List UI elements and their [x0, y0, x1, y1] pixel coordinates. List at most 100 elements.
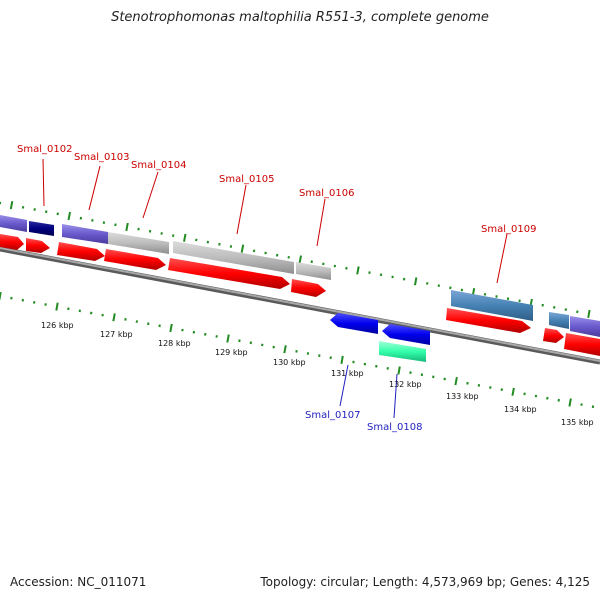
minor-tick — [553, 305, 556, 309]
scale-label: 130 kbp — [273, 358, 306, 367]
minor-tick — [56, 212, 59, 216]
reverse-cds-track — [330, 313, 430, 362]
forward-feature-track — [0, 215, 600, 337]
feature-block — [296, 262, 331, 280]
minor-tick — [580, 403, 583, 406]
minor-tick — [402, 277, 406, 281]
cds-arrow — [382, 324, 430, 345]
major-tick — [414, 277, 418, 286]
cds-arrow — [330, 313, 378, 334]
minor-tick — [310, 260, 313, 264]
genome-backbone — [0, 246, 600, 365]
cds-arrow — [104, 249, 166, 270]
feature-block — [108, 232, 169, 254]
minor-tick — [379, 273, 383, 277]
scale-ticks — [0, 291, 595, 409]
scale-label: 134 kbp — [504, 405, 537, 414]
major-tick — [587, 309, 591, 318]
cds-arrow — [26, 238, 50, 253]
minor-tick — [252, 249, 256, 253]
cds-arrow — [543, 328, 564, 343]
gene-label[interactable]: Smal_0104 — [131, 160, 186, 171]
feature-block — [173, 241, 294, 274]
minor-tick — [79, 216, 83, 220]
cds-arrow — [57, 242, 105, 261]
cds-arrow — [0, 234, 24, 250]
minor-tick — [204, 332, 207, 336]
minor-tick — [557, 398, 560, 402]
major-tick — [183, 233, 187, 242]
minor-tick — [576, 310, 579, 314]
gene-label[interactable]: Smal_0109 — [481, 224, 536, 235]
major-tick — [240, 244, 245, 253]
feature-block — [62, 224, 108, 244]
major-tick — [283, 345, 287, 354]
minor-tick — [275, 253, 279, 257]
minor-tick — [238, 339, 241, 343]
gene-labels: Smal_0102 Smal_0103 Smal_0104 Smal_0105 … — [17, 144, 536, 433]
gene-label[interactable]: Smal_0106 — [299, 188, 354, 199]
cds-arrow — [446, 308, 531, 333]
minor-tick — [158, 324, 161, 328]
scale-label: 126 kbp — [41, 321, 74, 330]
major-tick — [397, 366, 401, 375]
major-tick — [9, 201, 14, 210]
major-tick — [125, 222, 129, 232]
gene-label[interactable]: Smal_0108 — [367, 422, 422, 433]
scale-label: 127 kbp — [100, 330, 133, 339]
major-tick — [511, 387, 515, 396]
major-tick — [340, 355, 344, 364]
cds-arrow — [564, 333, 600, 356]
minor-tick — [523, 392, 526, 396]
scale-label: 128 kbp — [158, 339, 191, 348]
forward-strand-ticks — [0, 201, 591, 318]
major-tick — [454, 377, 458, 386]
minor-tick — [124, 317, 127, 321]
minor-tick — [333, 264, 337, 268]
minor-tick — [206, 240, 210, 244]
cds-arrow — [168, 258, 290, 289]
scale-labels: 126 kbp 127 kbp 128 kbp 129 kbp 130 kbp … — [41, 321, 594, 427]
topology-summary: Topology: circular; Length: 4,573,969 bp… — [260, 575, 590, 589]
minor-tick — [534, 394, 538, 398]
gene-label[interactable]: Smal_0105 — [219, 174, 274, 185]
minor-tick — [506, 297, 510, 301]
map-title: Stenotrophomonas maltophilia R551-3, com… — [111, 10, 489, 25]
feature-block — [379, 341, 426, 362]
minor-tick — [160, 232, 163, 235]
feature-block — [29, 221, 54, 236]
feature-block — [549, 312, 569, 329]
major-tick — [568, 398, 572, 407]
minor-tick — [215, 335, 218, 338]
major-tick — [55, 302, 59, 311]
feature-block — [451, 290, 533, 321]
major-tick — [356, 266, 360, 275]
gene-label[interactable]: Smal_0107 — [305, 410, 360, 421]
minor-tick — [249, 341, 253, 345]
minor-tick — [229, 245, 233, 248]
gene-label[interactable]: Smal_0103 — [74, 152, 129, 163]
minor-tick — [192, 330, 196, 334]
scale-label: 129 kbp — [215, 348, 248, 357]
minor-tick — [114, 223, 117, 227]
cds-arrow — [291, 279, 326, 297]
forward-cds-track — [0, 234, 600, 356]
feature-block — [0, 215, 27, 232]
gene-label[interactable]: Smal_0102 — [17, 144, 72, 155]
scale-label: 131 kbp — [331, 369, 364, 378]
scale-label: 135 kbp — [561, 418, 594, 427]
minor-tick — [135, 320, 139, 323]
major-tick — [169, 323, 173, 333]
feature-block — [570, 316, 600, 337]
scale-label: 133 kbp — [446, 392, 479, 401]
minor-tick — [137, 227, 140, 231]
scale-label: 132 kbp — [389, 380, 422, 389]
minor-tick — [33, 208, 36, 211]
minor-tick — [426, 282, 429, 285]
minor-tick — [181, 328, 184, 332]
accession-text: Accession: NC_011071 — [10, 575, 147, 589]
minor-tick — [546, 396, 549, 400]
major-tick — [112, 313, 116, 322]
major-tick — [226, 334, 230, 343]
